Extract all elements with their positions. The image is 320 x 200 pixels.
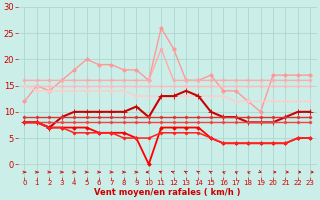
X-axis label: Vent moyen/en rafales ( km/h ): Vent moyen/en rafales ( km/h ) [94,188,241,197]
